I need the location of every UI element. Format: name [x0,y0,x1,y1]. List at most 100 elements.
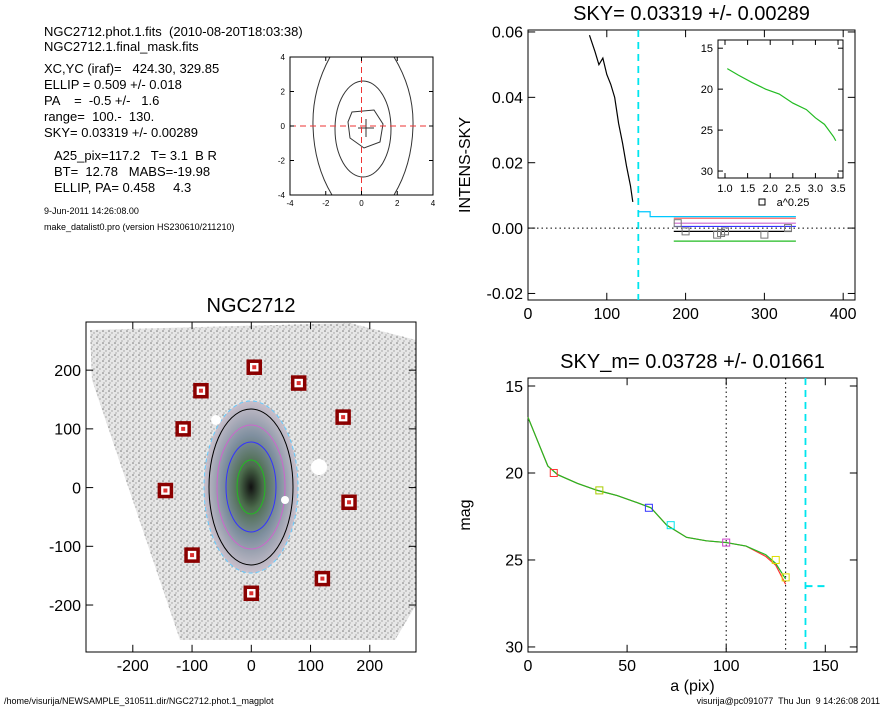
footer-left: /home/visurija/NEWSAMPLE_310511.dir/NGC2… [4,696,274,706]
chart-title: NGC2712 [207,295,296,317]
contours [290,56,433,196]
x-axis-label: a^0.25 [777,197,810,209]
y-tick-label: 0 [72,480,81,497]
x-tick-label: 100 [593,306,620,323]
marker-core [341,415,346,420]
info-line: A25_pix=117.2 T= 3.1 B R [54,148,217,163]
y-tick-label: 0.00 [492,221,523,238]
y-tick-label: 0.06 [492,25,523,42]
y-tick-label: -4 [278,191,286,200]
y-tick-label: 25 [701,125,713,137]
isophote [216,424,286,550]
marker [673,219,682,228]
y-axis-label: mag [457,499,474,530]
info-line: ELLIP = 0.509 +/- 0.018 [44,77,182,92]
inset-bg [718,40,843,178]
y-tick-label: 30 [701,166,713,178]
isophote [225,441,277,533]
marker [784,224,793,233]
x-tick-label: 0 [524,658,533,675]
y-tick-label: 2 [281,87,286,96]
x-tick-label: 150 [812,658,839,675]
marker [760,230,769,239]
x-tick-label: 0 [524,306,533,323]
marker-core [181,426,186,431]
plot-frame [527,377,858,653]
x-tick-label: 2.5 [785,183,800,195]
plot-frame [717,39,844,179]
y-tick-label: 0.02 [492,155,523,172]
y-tick-label: -2 [278,156,286,165]
marker [666,521,675,530]
x-tick-label: 1.0 [717,183,732,195]
masked-star [281,496,289,504]
x-tick-label: -4 [286,199,294,208]
x-tick-label: 0 [359,199,364,208]
info-line: NGC2712.phot.1.fits (2010-08-20T18:03:38… [44,24,303,39]
isophote [208,408,294,566]
y-tick-label: -100 [49,539,81,556]
x-tick-label: -200 [117,658,149,675]
masked-star [211,415,221,425]
plot-frame [527,29,856,301]
y-axis-label: INTENS-SKY [457,117,474,213]
x-tick-label: 3.5 [830,183,845,195]
marker [549,468,558,477]
program: make_datalist0.pro (version HS230610/211… [44,222,234,232]
x-tick-label: 400 [830,306,857,323]
marker [681,227,690,236]
info-line: SKY= 0.03319 +/- 0.00289 [44,125,198,140]
x-tick-label: -2 [322,199,330,208]
x-tick-label: 100 [713,658,740,675]
marker-core [249,591,254,596]
y-tick-label: 15 [701,43,713,55]
date: 9-Jun-2011 14:26:08.00 [44,206,139,216]
y-tick-label: 4 [281,53,286,62]
x-tick-label: -100 [176,658,208,675]
info-line: BT= 12.78 MABS=-19.98 [54,164,210,179]
data-line [726,68,837,142]
x-tick-label: 2 [395,199,400,208]
info-block: NGC2712.phot.1.fits (2010-08-20T18:03:38… [44,24,303,195]
x-tick-label: 50 [618,658,636,675]
chart-title: SKY_m= 0.03728 +/- 0.01661 [560,351,825,373]
info-line: PA = -0.5 +/- 1.6 [44,93,159,108]
marker-core [198,388,203,393]
galaxy [203,400,299,574]
marker-core [163,488,168,493]
y-tick-label: 0 [281,122,286,131]
marker [595,486,604,495]
galaxy-image [90,323,416,640]
marker-core [296,381,301,386]
info-line: NGC2712.1.final_mask.fits [44,39,199,54]
y-tick-label: 200 [54,363,81,380]
info-line: range= 100.- 130. [44,109,154,124]
marker [644,503,653,512]
y-tick-label: 20 [505,466,523,483]
y-tick-label: 20 [701,84,713,96]
y-tick-label: 0.04 [492,90,523,107]
marker [722,538,731,547]
x-tick-label: 300 [751,306,778,323]
marker [720,227,729,236]
y-tick-label: 15 [505,379,523,396]
x-tick-label: 200 [356,658,383,675]
masked-star [311,459,327,475]
isophote [236,459,266,515]
contour-middle [334,80,392,178]
label-symbol [758,198,766,206]
data-line [638,211,796,218]
info-line: XC,YC (iraf)= 424.30, 329.85 [44,61,219,76]
x-tick-label: 0 [247,658,256,675]
marker-core [190,553,195,558]
marker-core [320,576,325,581]
x-tick-label: 4 [431,199,436,208]
y-tick-label: -0.02 [487,286,524,303]
info-line: ELLIP, PA= 0.458 4.3 [54,180,191,195]
x-tick-label: 3.0 [808,183,823,195]
y-tick-label: 30 [505,640,523,657]
footer-right: visurija@pc091077 Thu Jun 9 14:26:08 201… [697,696,880,706]
y-tick-label: 100 [54,422,81,439]
x-tick-label: 200 [672,306,699,323]
